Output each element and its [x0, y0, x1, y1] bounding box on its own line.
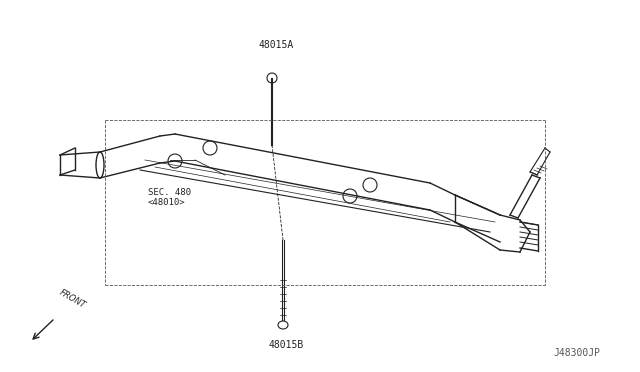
- Text: SEC. 480: SEC. 480: [148, 188, 191, 197]
- Text: FRONT: FRONT: [58, 288, 88, 310]
- Text: <48010>: <48010>: [148, 198, 186, 207]
- Text: 48015A: 48015A: [259, 40, 294, 50]
- Text: J48300JP: J48300JP: [553, 348, 600, 358]
- Text: 48015B: 48015B: [268, 340, 303, 350]
